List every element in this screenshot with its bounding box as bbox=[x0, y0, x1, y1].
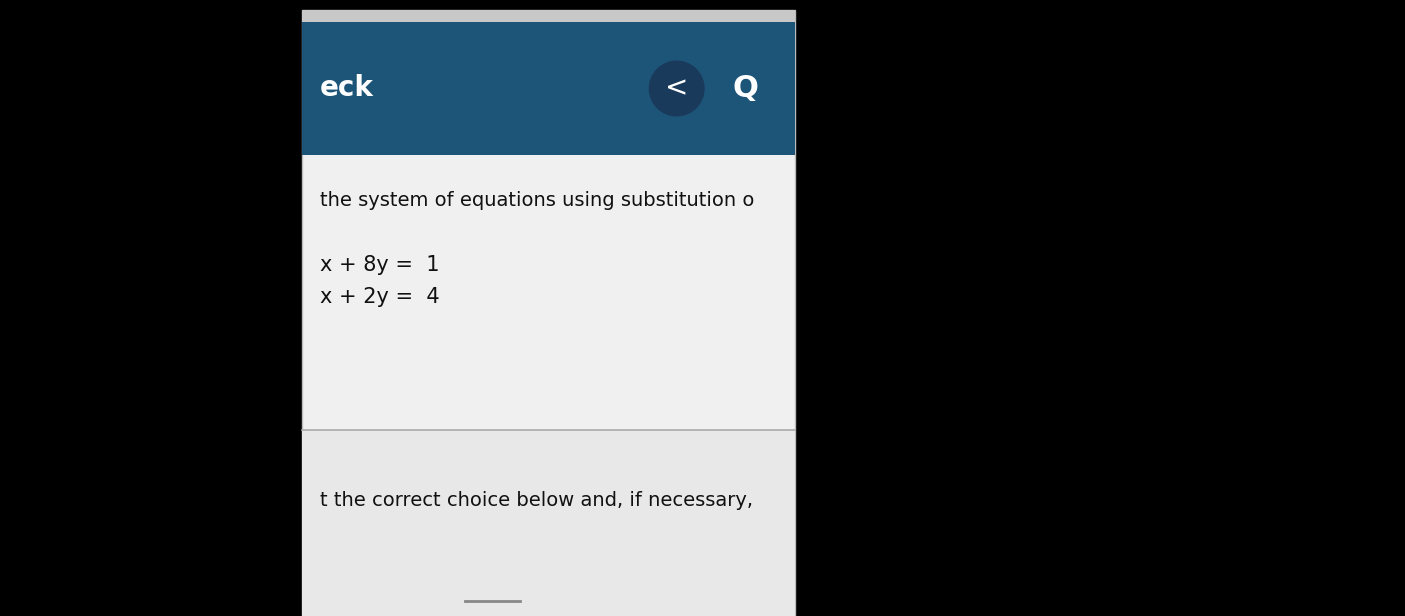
Text: the system of equations using substitution o: the system of equations using substituti… bbox=[320, 190, 754, 209]
Text: x + 2y =  4: x + 2y = 4 bbox=[320, 287, 440, 307]
Text: x + 8y =  1: x + 8y = 1 bbox=[320, 255, 440, 275]
Bar bbox=[302, 22, 795, 155]
Text: eck: eck bbox=[320, 75, 374, 102]
Text: Q: Q bbox=[733, 74, 759, 103]
Text: <: < bbox=[665, 75, 688, 102]
Bar bbox=[302, 430, 795, 616]
Ellipse shape bbox=[649, 60, 705, 116]
Text: t the correct choice below and, if necessary,: t the correct choice below and, if neces… bbox=[320, 490, 753, 509]
Bar bbox=[302, 10, 795, 22]
Bar bbox=[302, 10, 795, 616]
